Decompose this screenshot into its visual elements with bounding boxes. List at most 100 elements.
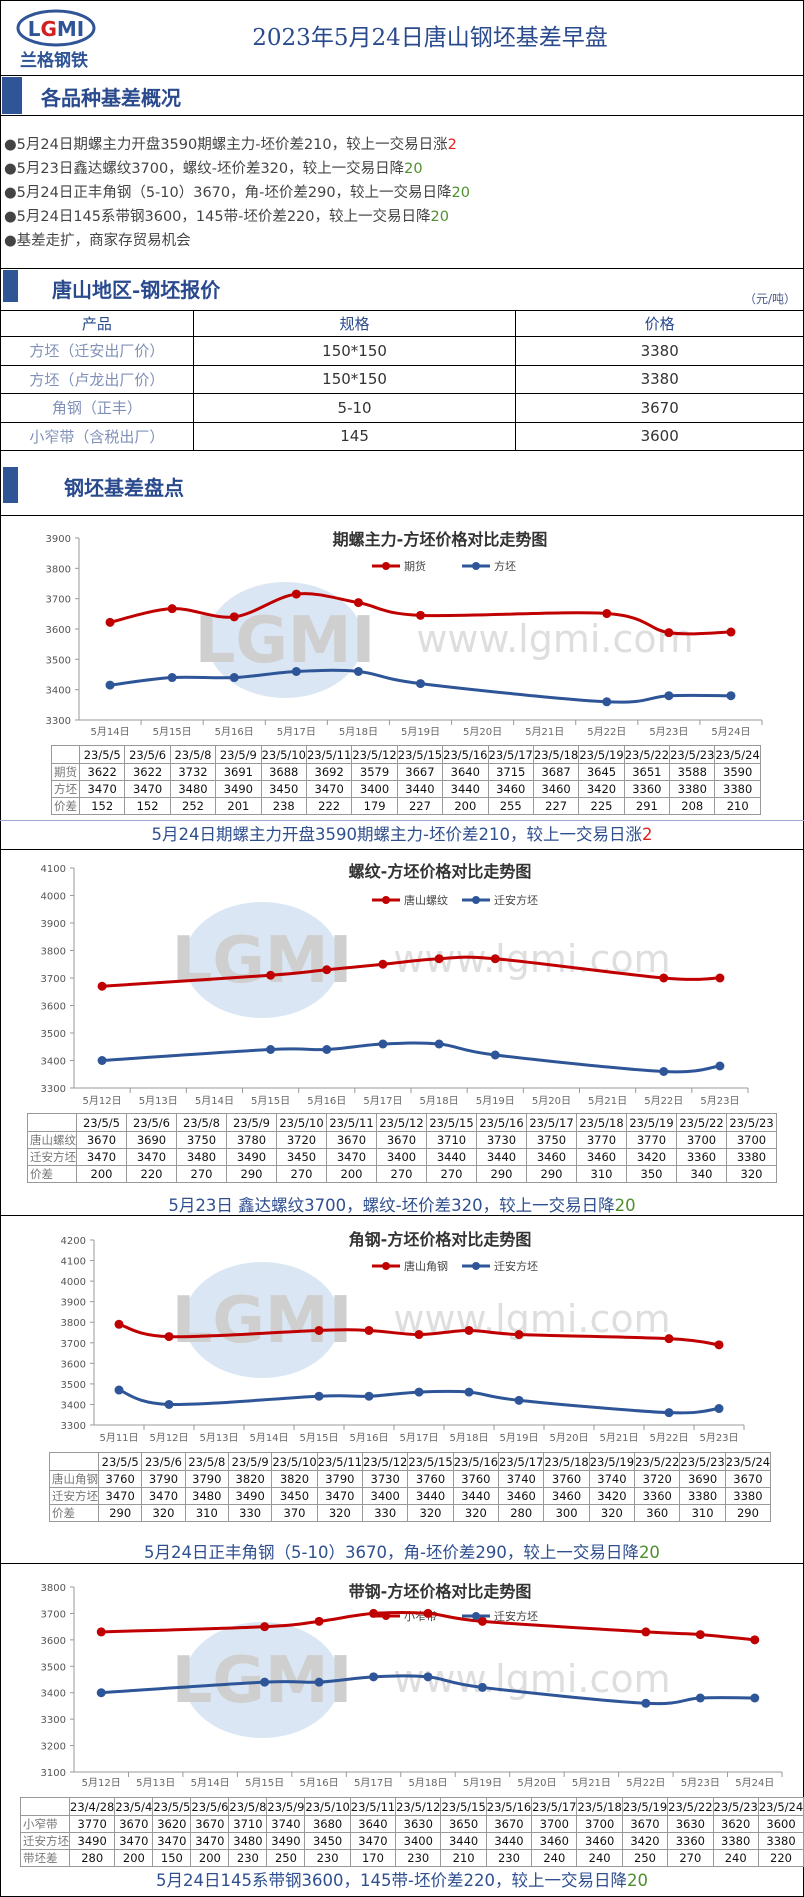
chart-caption: 5月24日145系带钢3600，145带-坯价差220，较上一交易日降20 bbox=[0, 1867, 804, 1891]
table-cell: 240 bbox=[712, 1849, 759, 1867]
table-date: 23/5/12 bbox=[361, 1452, 409, 1471]
table-date: 23/5/5 bbox=[76, 1113, 127, 1132]
caption-divider bbox=[0, 820, 804, 821]
y-tick-label: 3100 bbox=[41, 1768, 66, 1779]
table-cell: 3420 bbox=[621, 1832, 669, 1850]
table-date: 23/5/24 bbox=[724, 1452, 772, 1471]
y-tick-label: 3400 bbox=[41, 1689, 66, 1700]
table-cell: 3670 bbox=[190, 1815, 230, 1833]
watermark-url: www.lgmi.com bbox=[416, 617, 693, 661]
table-date: 23/5/9 bbox=[226, 1113, 277, 1132]
data-point bbox=[378, 1039, 388, 1049]
y-tick-label: 3300 bbox=[41, 1084, 66, 1095]
table-cell: 3760 bbox=[407, 1470, 454, 1488]
table-row-label: 小窄带 bbox=[20, 1815, 70, 1833]
data-point bbox=[714, 1404, 724, 1414]
table-cell: 3688 bbox=[260, 763, 307, 781]
table-cell: 3700 bbox=[531, 1815, 578, 1833]
y-tick-label: 3700 bbox=[41, 974, 66, 985]
overview-bullet: ●5月24日正丰角钢（5-10）3670，角-坯价差290，较上一交易日降20 bbox=[4, 181, 470, 202]
data-point bbox=[423, 1608, 433, 1618]
table-date: 23/5/12 bbox=[376, 1113, 427, 1132]
table-cell: 290 bbox=[226, 1165, 277, 1183]
table-cell: 3460 bbox=[498, 1487, 545, 1505]
series-line-期货 bbox=[109, 592, 731, 636]
table-row: 迁安方坯 3470 3470 3480 3490 3450 3470 3400 3440 3440… bbox=[27, 1148, 777, 1166]
data-point bbox=[416, 610, 425, 620]
y-tick-label: 3500 bbox=[41, 1662, 66, 1673]
y-tick-label: 3300 bbox=[46, 716, 71, 727]
quote-header-cell: 规格 bbox=[192, 310, 517, 337]
table-cell: 290 bbox=[526, 1165, 577, 1183]
x-tick-label: 5月20日 bbox=[517, 1777, 556, 1789]
table-cell: 3360 bbox=[634, 1487, 681, 1505]
x-tick-label: 5月23日 bbox=[681, 1777, 720, 1789]
table-date: 23/5/23 bbox=[712, 1797, 759, 1816]
table-date: 23/5/24 bbox=[757, 1797, 804, 1816]
table-cell: 3450 bbox=[260, 780, 307, 798]
table-cell: 3460 bbox=[526, 1148, 577, 1166]
chart-title: 期螺主力-方坯价格对比走势图 bbox=[333, 530, 548, 549]
table-cell: 3380 bbox=[679, 1487, 726, 1505]
table-corner bbox=[49, 1452, 99, 1471]
overview-bullet-text: ●5月24日期螺主力开盘3590期螺主力-坯价差210，较上一交易日涨 bbox=[4, 137, 448, 153]
y-tick-label: 3800 bbox=[41, 947, 66, 958]
table-cell: 3720 bbox=[634, 1470, 681, 1488]
table-cell: 3670 bbox=[114, 1815, 154, 1833]
table-cell: 3588 bbox=[669, 763, 716, 781]
table-cell: 310 bbox=[576, 1165, 627, 1183]
table-cell: 210 bbox=[714, 797, 761, 815]
table-cell: 225 bbox=[578, 797, 625, 815]
table-cell: 290 bbox=[724, 1504, 772, 1522]
table-date: 23/5/17 bbox=[487, 745, 534, 764]
x-tick-label: 5月13日 bbox=[136, 1777, 175, 1789]
legend-label: 迁安方坯 bbox=[494, 1259, 538, 1273]
table-cell: 3440 bbox=[396, 780, 444, 798]
data-point bbox=[353, 666, 363, 676]
y-tick-label: 4200 bbox=[61, 1236, 86, 1247]
y-tick-label: 3500 bbox=[46, 655, 71, 666]
table-cell: 220 bbox=[757, 1849, 804, 1867]
table-date: 23/5/22 bbox=[676, 1113, 727, 1132]
table-cell: 310 bbox=[184, 1504, 229, 1522]
table-row: 迁安方坯 3470 3470 3480 3490 3450 3470 3400 3440 3440… bbox=[49, 1487, 772, 1505]
quote-row: 方坯（迁安出厂价） 150*150 3380 bbox=[0, 336, 804, 366]
data-point bbox=[314, 1616, 324, 1626]
x-tick-label: 5月15日 bbox=[299, 1432, 338, 1444]
data-point bbox=[664, 1408, 674, 1418]
table-date: 23/5/19 bbox=[626, 1113, 677, 1132]
svg-text:兰格钢铁: 兰格钢铁 bbox=[20, 50, 88, 71]
page-title: 2023年5月24日唐山钢坯基差早盘 bbox=[252, 25, 608, 51]
table-cell: 290 bbox=[97, 1504, 143, 1522]
table-date: 23/5/15 bbox=[426, 1113, 477, 1132]
table-date: 23/5/10 bbox=[276, 1113, 327, 1132]
table-cell: 3687 bbox=[532, 763, 580, 781]
chart-caption-change: 20 bbox=[638, 1543, 660, 1562]
table-date: 23/5/5 bbox=[97, 1452, 143, 1471]
x-tick-label: 5月17日 bbox=[277, 726, 316, 738]
table-cell: 179 bbox=[351, 797, 398, 815]
series-line-迁安方坯 bbox=[101, 1041, 721, 1074]
table-date: 23/5/5 bbox=[78, 745, 126, 764]
legend-marker bbox=[382, 1262, 390, 1270]
chart-data-table: 23/5/5 23/5/6 23/5/8 23/5/9 23/5/10 23/5/11 23… bbox=[27, 1113, 777, 1183]
overview-bullet: ●5月23日鑫达螺纹3700，螺纹-坯价差320，较上一交易日降20 bbox=[4, 157, 423, 178]
table-cell: 250 bbox=[266, 1849, 306, 1867]
table-row: 小窄带 3770 3670 3620 3670 3710 3740 3680 3640 3630 3… bbox=[20, 1815, 804, 1833]
table-cell: 3720 bbox=[276, 1131, 327, 1149]
table-cell: 3670 bbox=[724, 1470, 772, 1488]
overview-bullet-change: 20 bbox=[451, 185, 470, 201]
table-cell: 3600 bbox=[757, 1815, 804, 1833]
table-date: 23/5/19 bbox=[588, 1452, 636, 1471]
x-tick-label: 5月14日 bbox=[191, 1777, 230, 1789]
table-date: 23/5/16 bbox=[452, 1452, 500, 1471]
table-cell: 3470 bbox=[114, 1832, 154, 1850]
data-point bbox=[229, 673, 239, 683]
legend-label: 唐山角钢 bbox=[404, 1259, 448, 1273]
table-cell: 3590 bbox=[714, 763, 761, 781]
table-cell: 3400 bbox=[395, 1832, 442, 1850]
x-tick-label: 5月15日 bbox=[251, 1095, 290, 1107]
table-date: 23/5/10 bbox=[304, 1797, 351, 1816]
table-cell: 3470 bbox=[141, 1487, 186, 1505]
